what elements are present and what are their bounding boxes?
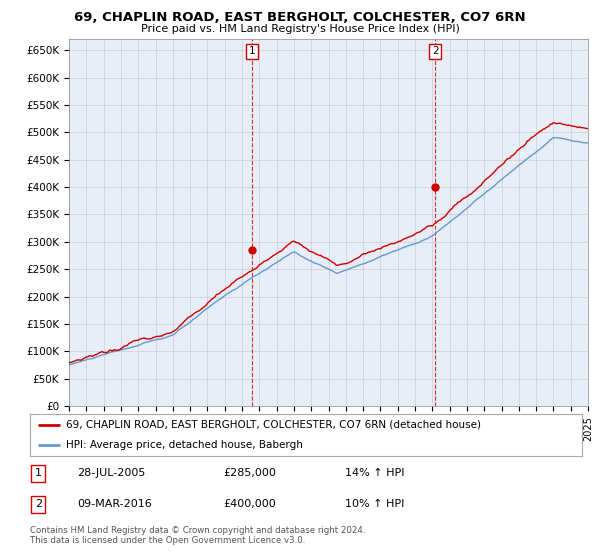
Text: 69, CHAPLIN ROAD, EAST BERGHOLT, COLCHESTER, CO7 6RN: 69, CHAPLIN ROAD, EAST BERGHOLT, COLCHES… [74,11,526,24]
Text: Price paid vs. HM Land Registry's House Price Index (HPI): Price paid vs. HM Land Registry's House … [140,24,460,34]
Text: £285,000: £285,000 [223,468,276,478]
Text: 1: 1 [248,46,255,56]
Text: 2: 2 [432,46,439,56]
Text: 14% ↑ HPI: 14% ↑ HPI [344,468,404,478]
Text: 09-MAR-2016: 09-MAR-2016 [77,500,152,509]
Text: £400,000: £400,000 [223,500,276,509]
Text: 69, CHAPLIN ROAD, EAST BERGHOLT, COLCHESTER, CO7 6RN (detached house): 69, CHAPLIN ROAD, EAST BERGHOLT, COLCHES… [66,420,481,430]
Text: 10% ↑ HPI: 10% ↑ HPI [344,500,404,509]
Text: Contains HM Land Registry data © Crown copyright and database right 2024.: Contains HM Land Registry data © Crown c… [30,526,365,535]
Text: 2: 2 [35,500,42,509]
Text: 28-JUL-2005: 28-JUL-2005 [77,468,145,478]
Text: HPI: Average price, detached house, Babergh: HPI: Average price, detached house, Babe… [66,440,303,450]
Text: This data is licensed under the Open Government Licence v3.0.: This data is licensed under the Open Gov… [30,536,305,545]
Text: 1: 1 [35,468,42,478]
